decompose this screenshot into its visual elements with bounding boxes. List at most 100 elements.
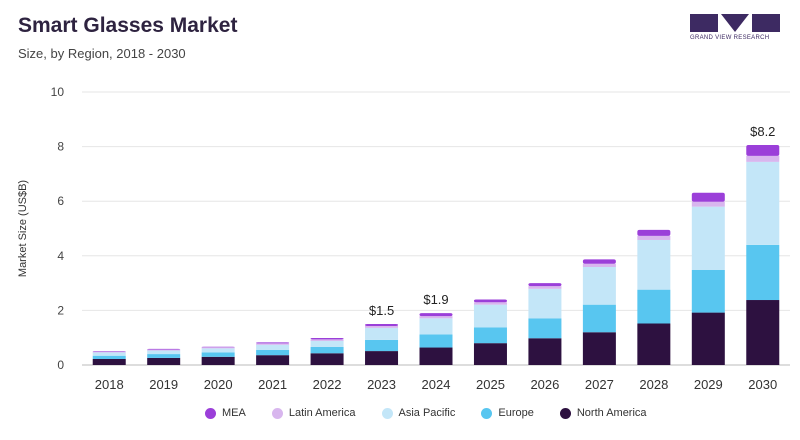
- bar-segment: [637, 239, 671, 290]
- bar-segment: [365, 325, 399, 328]
- legend-label: MEA: [222, 407, 246, 419]
- bar-segment: [201, 356, 235, 365]
- bar-segment: [582, 304, 616, 333]
- legend-item: Latin America: [271, 407, 356, 419]
- bar-segment: [746, 161, 780, 245]
- x-tick-label: 2029: [694, 377, 723, 392]
- legend-label: Latin America: [288, 407, 356, 419]
- bar-segment: [147, 348, 181, 350]
- legend-swatch-icon: [205, 407, 216, 419]
- bar-segment: [256, 349, 290, 356]
- bar-segment: [365, 351, 399, 365]
- bar-segment: [582, 266, 616, 305]
- bar-layer: [92, 144, 780, 365]
- legend-swatch-icon: [271, 407, 283, 419]
- x-tick-label: 2025: [476, 377, 505, 392]
- logo-text: GRAND VIEW RESEARCH: [690, 35, 770, 41]
- bar-segment: [310, 353, 344, 365]
- bar-segment: [473, 302, 507, 305]
- bar-segment: [746, 155, 780, 162]
- bar-segment: [310, 337, 344, 340]
- x-tick-label: 2030: [748, 377, 777, 392]
- bar-segment: [582, 263, 616, 267]
- x-tick-label: 2024: [422, 377, 451, 392]
- bar-segment: [746, 300, 780, 365]
- legend-swatch-icon: [559, 407, 571, 419]
- bar-segment: [528, 288, 562, 319]
- bar-segment: [201, 347, 235, 349]
- bar-segment: [691, 192, 725, 202]
- x-tick-label: 2018: [95, 377, 124, 392]
- legend-label: Asia Pacific: [398, 407, 456, 419]
- brand-logo: GRAND VIEW RESEARCH: [690, 14, 782, 50]
- bar-segment: [365, 327, 399, 340]
- bar-segment: [528, 318, 562, 339]
- x-tick-label: 2019: [149, 377, 178, 392]
- y-tick-label: 2: [57, 303, 64, 317]
- bar-segment: [528, 338, 562, 365]
- bar-segment: [365, 339, 399, 352]
- chart-title: Smart Glasses Market: [18, 14, 238, 37]
- total-label: $8.2: [750, 124, 775, 139]
- bar-segment: [419, 313, 453, 317]
- bar-segment: [419, 334, 453, 348]
- bar-segment: [201, 348, 235, 353]
- bar-segment: [256, 355, 290, 365]
- legend-item: Asia Pacific: [381, 407, 456, 419]
- y-tick-label: 6: [57, 194, 64, 208]
- bar-segment: [419, 347, 453, 365]
- y-tick-label: 0: [57, 358, 64, 372]
- x-tick-label: 2028: [639, 377, 668, 392]
- bar-segment: [637, 235, 671, 240]
- bar-segment: [746, 144, 780, 156]
- bar-segment: [256, 342, 290, 344]
- axis-layer: 0 2 4 6 8 10 Market Size (US$B) 2018 2019 2020 202…: [17, 85, 790, 392]
- bar-segment: [473, 327, 507, 344]
- y-axis-label: Market Size (US$B): [17, 180, 29, 277]
- total-label: $1.5: [369, 303, 394, 318]
- bar-segment: [473, 299, 507, 303]
- bar-segment: [92, 355, 126, 359]
- total-label: $1.9: [423, 292, 448, 307]
- bar-segment: [419, 316, 453, 319]
- bar-segment: [637, 289, 671, 324]
- bar-segment: [473, 304, 507, 328]
- bar-segment: [256, 343, 290, 345]
- bar-segment: [582, 259, 616, 264]
- bar-segment: [528, 286, 562, 289]
- x-tick-label: 2023: [367, 377, 396, 392]
- bar-segment: [147, 357, 181, 365]
- bar-segment: [365, 324, 399, 326]
- bar-segment: [691, 201, 725, 207]
- label-layer: $1.5 $1.9 $8.2: [369, 124, 776, 318]
- x-tick-label: 2020: [204, 377, 233, 392]
- chart-subtitle: Size, by Region, 2018 - 2030: [18, 46, 186, 61]
- legend-item: MEA: [205, 407, 246, 419]
- bar-segment: [92, 351, 126, 353]
- bar-segment: [637, 323, 671, 365]
- bar-segment: [256, 344, 290, 350]
- x-tick-label: 2027: [585, 377, 614, 392]
- bar-segment: [419, 318, 453, 335]
- x-tick-label: 2021: [258, 377, 287, 392]
- legend-item: North America: [559, 407, 647, 419]
- y-tick-label: 8: [57, 140, 64, 154]
- bar-segment: [473, 343, 507, 365]
- x-tick-label: 2022: [313, 377, 342, 392]
- legend-swatch-icon: [481, 407, 493, 419]
- bar-segment: [147, 350, 181, 355]
- legend-label: Europe: [498, 407, 534, 419]
- y-tick-label: 10: [51, 85, 65, 99]
- y-tick-label: 4: [57, 249, 64, 263]
- bar-segment: [147, 349, 181, 351]
- bar-segment: [582, 332, 616, 365]
- legend-item: Europe: [481, 407, 534, 419]
- bar-segment: [147, 354, 181, 358]
- legend-label: North America: [576, 407, 647, 419]
- bar-segment: [691, 206, 725, 270]
- bar-segment: [201, 352, 235, 357]
- bar-segment: [92, 358, 126, 365]
- chart-legend: MEA Latin America Asia Pacific Europe North …: [205, 407, 647, 419]
